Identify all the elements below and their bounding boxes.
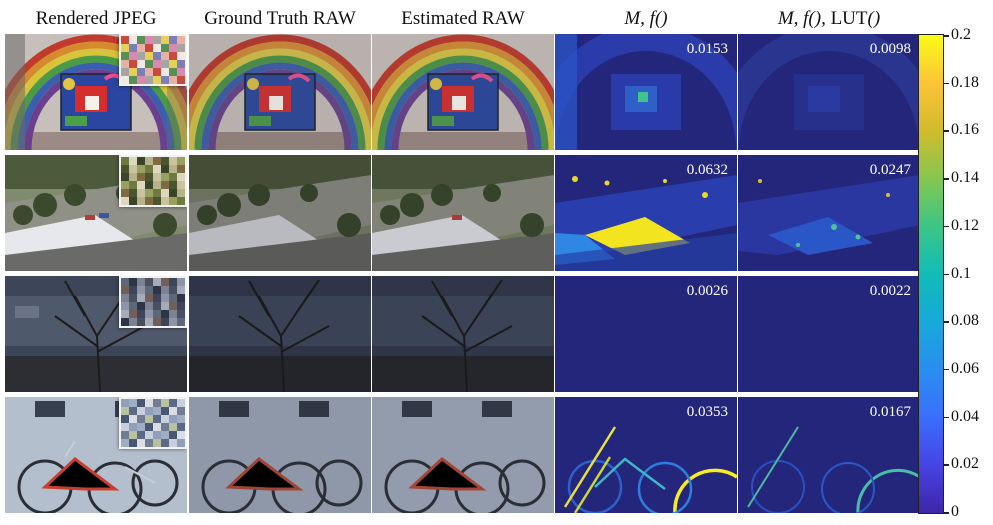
header-estimated-raw: Estimated RAW (401, 8, 525, 29)
zoom-inset-parking (119, 155, 187, 207)
colorbar-tick (943, 416, 949, 419)
colorbar-tick-label: 0.02 (951, 455, 979, 473)
colorbar-tick (943, 273, 949, 275)
colorbar-tick (943, 35, 949, 37)
rendered-jpeg-rainbow (5, 34, 187, 150)
error-map-m-f-lut-tree: 0.0022 (738, 276, 920, 392)
error-map-m-f-lut-rainbow: 0.0098 (738, 34, 920, 150)
colorbar-tick-label: 0.06 (951, 359, 979, 377)
error-value: 0.0026 (686, 283, 728, 299)
error-heatmap-parking-1 (555, 155, 737, 271)
colorbar-tick (943, 368, 949, 371)
error-value: 0.0167 (869, 404, 911, 420)
error-heatmap-rainbow-2 (738, 34, 920, 150)
zoom-inset-rainbow (119, 34, 187, 86)
error-value: 0.0022 (869, 283, 911, 299)
ground-truth-raw-parking (189, 155, 371, 271)
rendered-jpeg-tree (5, 276, 187, 392)
estimated-raw-parking (372, 155, 554, 271)
colorbar-tick-label: 0.1 (951, 264, 971, 282)
zoom-inset-bicycles (119, 397, 187, 449)
error-heatmap-bicycles-1 (555, 397, 737, 513)
rendered-jpeg-parking (5, 155, 187, 271)
header-rendered-jpeg: Rendered JPEG (35, 8, 157, 29)
colorbar (918, 34, 944, 514)
colorbar-tick (943, 225, 949, 228)
bicycles-raw-image (189, 397, 371, 513)
estimated-raw-rainbow (372, 34, 554, 150)
header-error-m-f: M, f() (624, 8, 668, 29)
error-map-m-f-lut-parking: 0.0247 (738, 155, 920, 271)
bare-tree-estimated-image (372, 276, 554, 392)
error-map-m-f-tree: 0.0026 (555, 276, 737, 392)
colorbar-tick (943, 130, 949, 132)
colorbar-tick-label: 0.04 (951, 407, 979, 425)
colorbar-tick-label: 0.16 (951, 121, 979, 139)
error-heatmap-rainbow-1 (555, 34, 737, 150)
colorbar-tick-label: 0.18 (951, 73, 979, 91)
rainbow-mural-raw-image (189, 34, 371, 150)
colorbar-tick (943, 321, 949, 323)
estimated-raw-bicycles (372, 397, 554, 513)
error-value: 0.0353 (686, 404, 728, 420)
error-map-m-f-rainbow: 0.0153 (555, 34, 737, 150)
error-value: 0.0632 (686, 162, 728, 178)
error-value: 0.0153 (686, 41, 728, 57)
colorbar-tick-label: 0 (951, 503, 959, 520)
error-map-m-f-lut-bicycles: 0.0167 (738, 397, 920, 513)
estimated-raw-tree (372, 276, 554, 392)
ground-truth-raw-rainbow (189, 34, 371, 150)
error-value: 0.0098 (869, 41, 911, 57)
header-ground-truth-raw: Ground Truth RAW (204, 8, 356, 29)
ground-truth-raw-bicycles (189, 397, 371, 513)
colorbar-tick (943, 82, 949, 85)
error-heatmap-parking-2 (738, 155, 920, 271)
error-heatmap-bicycles-2 (738, 397, 920, 513)
error-value: 0.0247 (869, 162, 911, 178)
ground-truth-raw-tree (189, 276, 371, 392)
parking-lot-estimated-image (372, 155, 554, 271)
colorbar-tick (943, 464, 949, 466)
colorbar-tick-label: 0.14 (951, 169, 979, 187)
rainbow-mural-estimated-image (372, 34, 554, 150)
error-map-m-f-parking: 0.0632 (555, 155, 737, 271)
zoom-inset-tree (119, 276, 187, 328)
bicycles-estimated-image (372, 397, 554, 513)
colorbar-tick (943, 512, 949, 514)
parking-lot-raw-image (189, 155, 371, 271)
bare-tree-raw-image (189, 276, 371, 392)
colorbar-tick-label: 0.08 (951, 312, 979, 330)
error-map-m-f-bicycles: 0.0353 (555, 397, 737, 513)
colorbar-tick (943, 178, 949, 180)
header-error-m-f-lut: M, f(), LUT() (777, 8, 881, 29)
rendered-jpeg-bicycles (5, 397, 187, 513)
colorbar-tick-label: 0.12 (951, 216, 979, 234)
colorbar-tick-label: 0.2 (951, 26, 971, 43)
